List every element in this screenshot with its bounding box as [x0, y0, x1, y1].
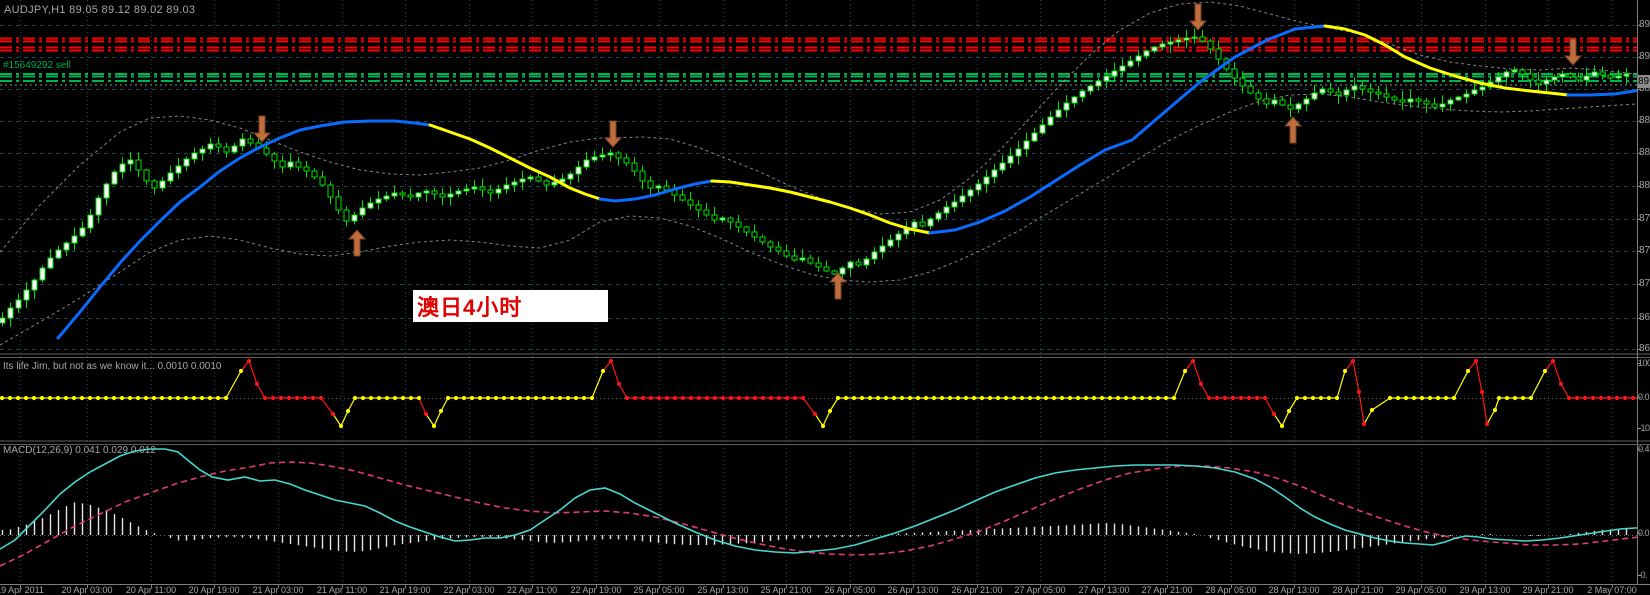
price-axis-label: 87	[1639, 213, 1650, 224]
up-arrow-icon	[347, 229, 367, 257]
price-axis-label: 87	[1639, 245, 1650, 256]
macd-indicator-label: MACD(12,26,9) 0.041 0.029 0.012	[3, 445, 156, 456]
time-axis-label: 22 Apr 11:00	[506, 585, 558, 595]
chart-comment-box[interactable]: 澳日4小时	[413, 290, 608, 322]
price-axis-label: 0.0	[1638, 392, 1650, 402]
signal-indicator-label: Its life Jim, but not as we know it... 0…	[3, 361, 222, 372]
price-axis-label: 87	[1639, 278, 1650, 289]
time-axis-label: 25 Apr 05:00	[633, 585, 685, 595]
time-axis-label: 29 Apr 05:00	[1395, 585, 1447, 595]
time-axis-label: 27 Apr 05:00	[1014, 585, 1066, 595]
time-axis-label: 22 Apr 19:00	[570, 585, 622, 595]
down-arrow-icon	[1188, 3, 1208, 31]
time-axis-label: 29 Apr 13:00	[1459, 585, 1511, 595]
price-axis-label: -10	[1638, 423, 1650, 433]
ma-blue	[598, 179, 714, 203]
price-axis-label: -0.	[1638, 570, 1648, 580]
sell-order-line-label: #15649292 sell	[3, 60, 71, 71]
price-axis-label: 88	[1639, 115, 1650, 126]
price-axis-label: 100	[1638, 358, 1650, 368]
time-axis-label: 29 Apr 21:00	[1522, 585, 1574, 595]
time-axis-label: 25 Apr 21:00	[760, 585, 812, 595]
time-axis-label: 26 Apr 13:00	[887, 585, 939, 595]
price-axis-label: 86	[1639, 312, 1650, 323]
bollinger-bands	[0, 1, 1637, 346]
time-axis-label: 26 Apr 05:00	[824, 585, 876, 595]
time-axis-label: 28 Apr 05:00	[1205, 585, 1257, 595]
signal-dot-panel	[0, 358, 1644, 429]
time-axis-label: 2 May 07:00	[1587, 585, 1637, 595]
price-axis-label: 88	[1639, 83, 1650, 94]
time-axis-label: 27 Apr 13:00	[1078, 585, 1130, 595]
chart-comment-text: 澳日4小时	[417, 295, 523, 320]
signal-arrows	[252, 3, 1583, 300]
time-axis-label: 22 Apr 03:00	[443, 585, 495, 595]
candles	[0, 28, 1630, 327]
time-axis-label: 20 Apr 19:00	[188, 585, 240, 595]
up-arrow-icon	[1283, 116, 1303, 144]
time-axis-label: 26 Apr 21:00	[951, 585, 1003, 595]
ma-yellow	[710, 179, 932, 235]
macd-main-line	[0, 448, 1650, 554]
ma-blue	[1566, 88, 1642, 97]
price-axis-label: 88	[1639, 147, 1650, 158]
down-arrow-icon	[1563, 38, 1583, 66]
time-axis-label: 19 Apr 2011	[0, 585, 44, 595]
time-axis-label: 21 Apr 19:00	[379, 585, 431, 595]
symbol-ohlc-title: AUDJPY,H1 89.05 89.12 89.02 89.03	[4, 4, 196, 16]
current-price-badge: 89	[1638, 75, 1650, 88]
price-axis-label: 88	[1639, 180, 1650, 191]
time-axis-label: 27 Apr 21:00	[1141, 585, 1193, 595]
up-arrow-icon	[828, 272, 848, 300]
time-axis-label: 20 Apr 03:00	[61, 585, 113, 595]
ma-blue	[928, 24, 1327, 235]
ma-blue	[56, 119, 432, 340]
price-levels	[0, 37, 1637, 86]
price-axis-label: 89	[1639, 19, 1650, 30]
macd-panel	[0, 448, 1650, 567]
time-axis-label: 28 Apr 13:00	[1268, 585, 1320, 595]
macd-signal-line	[0, 461, 1650, 567]
ma-yellow	[428, 123, 602, 201]
time-axis-label: 25 Apr 13:00	[697, 585, 749, 595]
time-axis-label: 28 Apr 21:00	[1332, 585, 1384, 595]
trend-ma-lines	[56, 24, 1642, 340]
down-arrow-icon	[252, 115, 272, 143]
price-axis-label: 86	[1639, 343, 1650, 354]
time-axis-label: 21 Apr 11:00	[316, 585, 368, 595]
time-axis-label: 21 Apr 03:00	[252, 585, 304, 595]
grid	[0, 0, 1637, 584]
price-axis-label: 89	[1639, 51, 1650, 62]
ma-yellow	[1323, 24, 1570, 97]
price-axis-label: 0.0	[1638, 528, 1650, 538]
down-arrow-icon	[603, 120, 623, 148]
time-axis-label: 20 Apr 11:00	[125, 585, 177, 595]
price-axis-label: 0.4	[1638, 444, 1650, 454]
